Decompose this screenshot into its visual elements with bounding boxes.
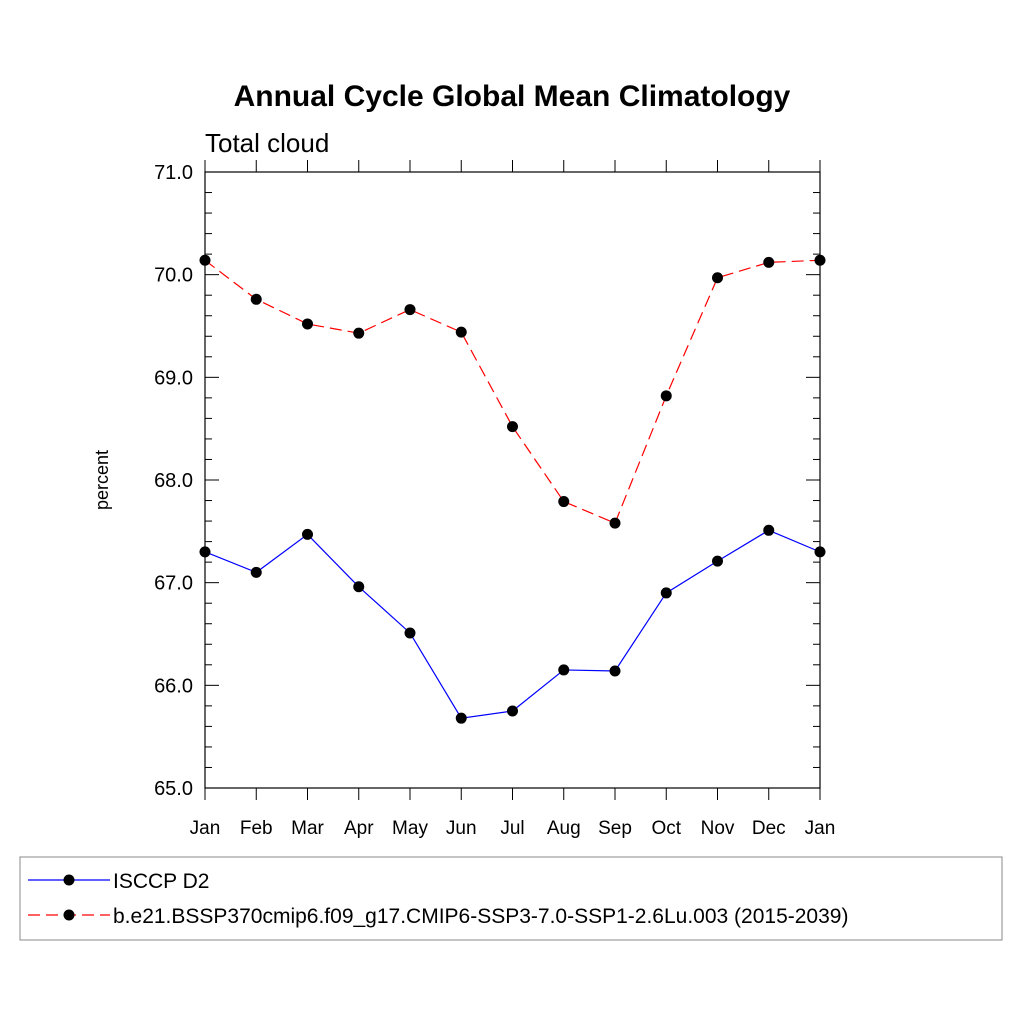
y-tick-label: 70.0 (154, 265, 193, 287)
y-tick-label: 71.0 (154, 162, 193, 184)
data-point (814, 254, 826, 266)
data-point (250, 566, 262, 578)
data-point (250, 293, 262, 305)
series-line-2 (204, 259, 821, 524)
data-point (763, 256, 775, 268)
x-tick-label: Jun (446, 818, 477, 839)
x-tick-label: Jan (190, 818, 221, 839)
x-tick-label: Feb (240, 818, 273, 839)
data-point (404, 627, 416, 639)
data-point (558, 496, 570, 508)
chart-title: Annual Cycle Global Mean Climatology (234, 80, 791, 113)
data-point (302, 318, 313, 330)
x-tick-label: Sep (598, 818, 632, 839)
series-line-1 (204, 529, 821, 719)
data-point (712, 555, 723, 567)
data-point (199, 254, 211, 266)
axis-ticks (204, 160, 821, 800)
legend-box (19, 856, 1003, 941)
x-tick-label: Mar (291, 818, 324, 839)
legend: ISCCP D2 b.e21.BSSP370cmip6.f09_g17.CMIP6… (28, 870, 848, 928)
chart-subtitle: Total cloud (205, 128, 329, 158)
y-tick-label: 67.0 (154, 573, 193, 595)
plot-frame (204, 171, 821, 789)
data-point (507, 421, 518, 433)
series-group (199, 254, 826, 724)
data-point (558, 664, 570, 676)
legend-marker (63, 909, 75, 921)
data-point (302, 528, 313, 540)
y-tick-label: 66.0 (154, 675, 193, 697)
data-point (455, 712, 467, 724)
data-point (609, 517, 621, 529)
x-tick-label: Jan (805, 818, 836, 839)
x-tick-label: Jul (500, 818, 524, 839)
y-tick-label: 68.0 (154, 470, 193, 492)
data-point (660, 587, 672, 599)
x-tick-label: Apr (344, 818, 374, 839)
x-tick-labels: Jan Feb Mar Apr May Jun Jul Aug Sep Oct Nov Dec Jan (190, 818, 836, 839)
legend-label-1: ISCCP D2 (113, 870, 209, 893)
x-tick-label: Dec (752, 818, 786, 839)
data-point (609, 665, 621, 677)
data-point (660, 390, 672, 402)
data-point (199, 546, 211, 558)
x-tick-label: Aug (547, 818, 581, 839)
legend-marker (63, 874, 75, 886)
data-point (353, 581, 365, 593)
y-tick-label: 69.0 (154, 367, 193, 389)
data-point (712, 272, 723, 284)
data-point (455, 326, 467, 338)
x-tick-label: May (392, 818, 428, 839)
data-point (353, 327, 365, 339)
y-tick-label: 65.0 (154, 778, 193, 800)
y-tick-labels: 65.0 66.0 67.0 68.0 69.0 70.0 71.0 (154, 162, 193, 800)
y-axis-label: percent (92, 450, 112, 510)
data-point (404, 304, 416, 316)
data-point (763, 524, 775, 536)
x-tick-label: Nov (701, 818, 735, 839)
data-point (507, 705, 518, 717)
x-tick-label: Oct (651, 818, 681, 839)
legend-label-2: b.e21.BSSP370cmip6.f09_g17.CMIP6-SSP3-7.… (113, 905, 848, 928)
data-point (814, 546, 826, 558)
